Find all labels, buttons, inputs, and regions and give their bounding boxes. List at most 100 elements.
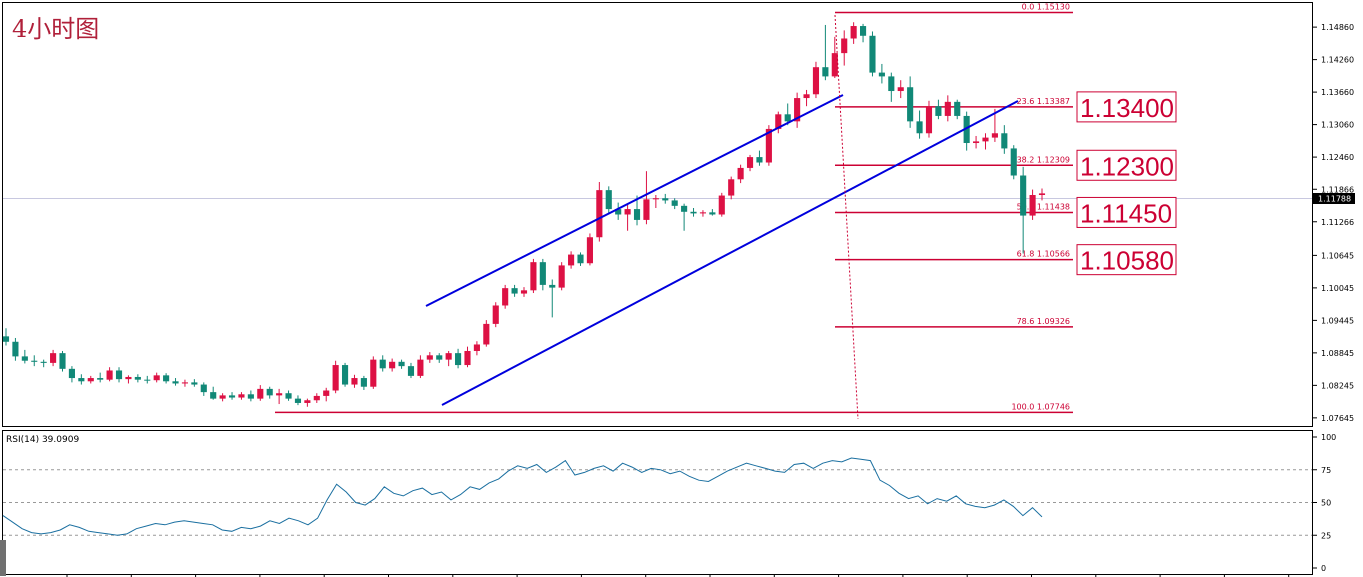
candle-body <box>323 390 330 396</box>
candle-body <box>21 356 28 361</box>
candle-body <box>40 361 47 363</box>
channel-upper-line <box>425 94 844 307</box>
candle-body <box>671 200 678 206</box>
candle-body <box>812 67 820 95</box>
rsi-tick-label: 100 <box>1321 433 1336 442</box>
candle-body <box>351 378 358 385</box>
level-box-label: 1.12300 <box>1080 151 1174 181</box>
candle-body <box>746 157 754 168</box>
level-box <box>1076 244 1177 276</box>
level-boxes: 1.13400 1.12300 1.11450 1.10580 <box>1076 91 1177 276</box>
candle-body <box>191 382 198 385</box>
candle-body <box>728 179 735 196</box>
candle-body <box>464 350 471 366</box>
candle-body <box>539 262 546 285</box>
candle-body <box>511 288 518 294</box>
level-box <box>1076 196 1177 228</box>
candle-body <box>925 106 933 134</box>
candle-body <box>68 368 75 379</box>
candle-body <box>436 355 443 360</box>
candle-body <box>247 394 254 399</box>
fib-label: 78.6 1.09326 <box>1017 317 1070 326</box>
candle-body <box>699 212 707 214</box>
candle-body <box>332 365 339 391</box>
fib-label: 50.0 1.11438 <box>1017 202 1070 211</box>
candle-body <box>228 395 236 398</box>
candle-body <box>417 359 424 376</box>
current-price-text: 1.11788 <box>1318 195 1351 204</box>
candle-body <box>681 205 688 212</box>
candle-body <box>907 87 914 122</box>
candle-body <box>210 392 217 399</box>
price-axis: 1.14860 1.14260 1.13660 1.13060 1.12460 1.118… <box>1312 23 1354 423</box>
level-box <box>1076 149 1177 181</box>
candle-body <box>690 211 697 214</box>
candle-body <box>831 53 838 77</box>
candle-body <box>398 361 405 367</box>
candle-body <box>822 67 829 77</box>
candle-body <box>313 395 320 401</box>
candle-body <box>596 190 603 238</box>
candle-body <box>78 378 85 382</box>
candle-body <box>1029 195 1036 216</box>
scroll-handle[interactable] <box>0 540 6 576</box>
candle-body <box>389 361 396 369</box>
candle-body <box>859 26 867 36</box>
candle-body <box>12 341 19 357</box>
candle-body <box>652 198 659 200</box>
candle-body <box>106 370 113 380</box>
price-tick-label: 1.10045 <box>1321 284 1354 293</box>
candle-body <box>520 290 528 294</box>
candle-body <box>605 190 612 210</box>
candle-body <box>200 384 207 393</box>
rsi-tick-label: 0 <box>1321 564 1326 573</box>
rsi-tick-label: 25 <box>1321 531 1331 540</box>
fib-label: 23.6 1.13387 <box>1017 97 1070 106</box>
price-tick-label: 1.13060 <box>1321 121 1354 130</box>
fib-label: 0.0 1.15130 <box>1022 2 1070 11</box>
candles-layer <box>2 22 1046 407</box>
candle-body <box>502 288 509 306</box>
candle-body <box>803 94 810 99</box>
candle-body <box>944 101 951 116</box>
rsi-axis: 100 75 50 25 0 <box>1312 433 1336 573</box>
price-tick-label: 1.08845 <box>1321 349 1354 358</box>
candle-body <box>285 393 292 399</box>
candle-body <box>492 305 499 324</box>
candle-body <box>963 115 970 144</box>
current-price-tag: 1.11788 <box>1313 193 1355 204</box>
rsi-line <box>2 457 1043 536</box>
candle-body <box>916 121 923 134</box>
price-tick-label: 1.11266 <box>1321 218 1354 227</box>
candle-body <box>662 198 669 201</box>
candle-body <box>445 353 452 360</box>
candle-body <box>341 365 349 385</box>
candle-body <box>115 370 123 380</box>
channel-lower-line <box>441 100 1019 406</box>
candle-body <box>153 375 160 381</box>
candle-body <box>163 375 170 382</box>
rsi-label: RSI(14) 39.0909 <box>6 435 79 445</box>
candle-body <box>577 254 584 264</box>
price-tick-label: 1.14260 <box>1321 56 1354 65</box>
candle-body <box>643 199 650 220</box>
level-box-label: 1.11450 <box>1080 198 1172 228</box>
candle-body <box>850 26 857 39</box>
candle-body <box>549 284 556 288</box>
channel-layer <box>425 14 1019 420</box>
candle-body <box>31 360 38 362</box>
candle-body <box>737 167 744 180</box>
price-tick-label: 1.10645 <box>1321 251 1354 260</box>
candle-body <box>172 381 179 384</box>
candle-body <box>483 323 490 345</box>
candle-body <box>888 76 895 92</box>
rsi-layer <box>2 457 1312 536</box>
price-tick-label: 1.08245 <box>1321 381 1354 390</box>
price-tick-label: 1.07645 <box>1321 414 1354 423</box>
candle-body <box>219 395 226 399</box>
candle-body <box>59 353 66 369</box>
level-box <box>1076 91 1177 123</box>
level-box-label: 1.10580 <box>1080 246 1174 276</box>
price-tick-label: 1.12460 <box>1321 153 1354 162</box>
price-tick-label: 1.13660 <box>1321 88 1354 97</box>
